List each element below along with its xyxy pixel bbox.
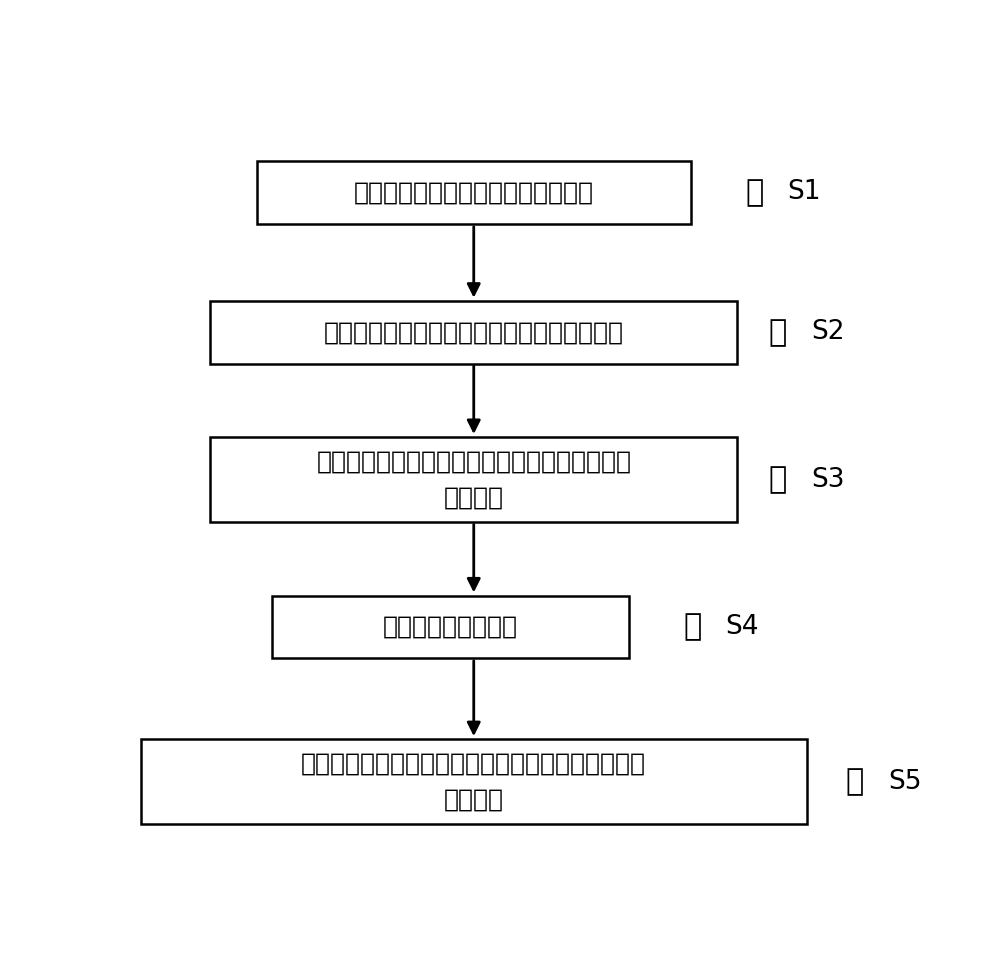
Text: ～: ～ — [768, 318, 786, 346]
Text: 设计串联基于紧格式动态线性化的吊舱推进电机滑模
控制方法: 设计串联基于紧格式动态线性化的吊舱推进电机滑模 控制方法 — [301, 752, 646, 812]
Text: S2: S2 — [811, 320, 844, 345]
Text: 吊舱推进电机动力学方程离散化处理: 吊舱推进电机动力学方程离散化处理 — [354, 180, 594, 204]
Text: ～: ～ — [846, 768, 864, 796]
Text: ～: ～ — [745, 178, 763, 207]
Text: 设计扩张状态观测器: 设计扩张状态观测器 — [383, 615, 518, 639]
Text: S3: S3 — [811, 467, 844, 493]
Text: S4: S4 — [726, 614, 759, 640]
Text: ～: ～ — [768, 465, 786, 494]
Text: 建立吊舱推进电机紧格式动态线性化数据模型: 建立吊舱推进电机紧格式动态线性化数据模型 — [324, 321, 624, 345]
Bar — [210, 300, 737, 364]
Text: S1: S1 — [788, 179, 821, 205]
Bar — [257, 161, 691, 224]
Text: 设计基于紧格式动态线性化的吊舱推进电机滑模
控制方法: 设计基于紧格式动态线性化的吊舱推进电机滑模 控制方法 — [316, 450, 631, 509]
Bar — [272, 595, 629, 658]
Bar — [210, 437, 737, 522]
Text: S5: S5 — [888, 768, 922, 794]
Bar — [140, 740, 807, 824]
Text: ～: ～ — [683, 612, 701, 641]
